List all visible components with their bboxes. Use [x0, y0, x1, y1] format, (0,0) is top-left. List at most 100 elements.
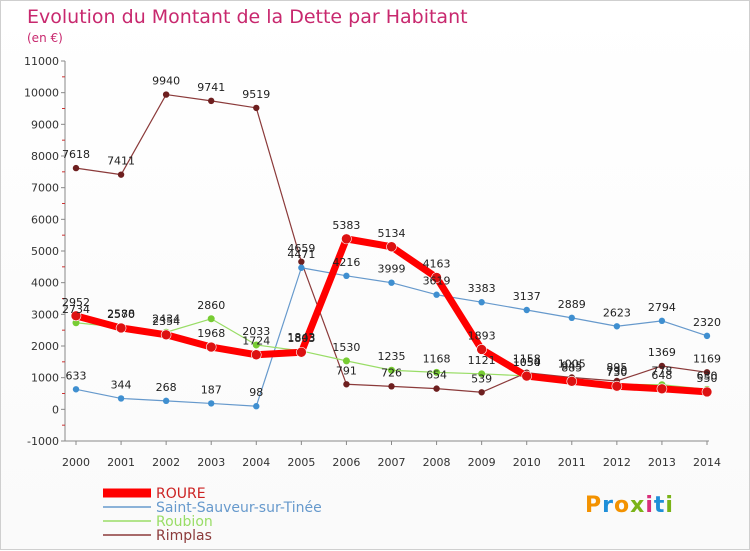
logo-letter: o: [613, 493, 631, 518]
data-label: 3137: [513, 290, 541, 303]
y-tick-label: 5000: [31, 245, 59, 258]
data-label: 2734: [62, 303, 90, 316]
data-label: 4216: [332, 256, 360, 269]
data-label: 1050: [513, 356, 541, 369]
x-tick-label: 2014: [693, 456, 721, 469]
y-tick-label: 0: [52, 403, 59, 416]
data-label: 945: [561, 359, 582, 372]
x-tick-label: 2004: [242, 456, 270, 469]
data-label: 1843: [287, 331, 315, 344]
data-point: [433, 385, 440, 392]
data-label: 98: [249, 386, 263, 399]
data-point: [566, 376, 578, 387]
proxiti-logo: Proxiti: [585, 493, 674, 518]
data-label: 2033: [242, 325, 270, 338]
y-tick-label: 9000: [31, 118, 59, 131]
data-label: 726: [381, 366, 402, 379]
x-tick-label: 2012: [603, 456, 631, 469]
y-tick-label: 2000: [31, 340, 59, 353]
data-label: 4471: [287, 248, 315, 261]
chart-title: Evolution du Montant de la Dette par Hab…: [27, 6, 468, 28]
x-tick-label: 2002: [152, 456, 180, 469]
data-label: 3999: [378, 263, 406, 276]
data-label: 1168: [423, 352, 451, 365]
logo-letter: i: [665, 493, 674, 518]
y-tick-label: 8000: [31, 150, 59, 163]
data-label: 187: [201, 383, 222, 396]
data-point: [568, 314, 575, 322]
data-point: [162, 91, 170, 98]
data-point: [117, 171, 125, 178]
data-point: [478, 370, 486, 378]
data-point: [478, 299, 485, 306]
data-point: [478, 389, 485, 396]
data-label: 2320: [693, 316, 721, 329]
data-point: [431, 272, 442, 283]
data-point: [343, 381, 350, 388]
data-point: [205, 341, 217, 353]
data-label: 2570: [107, 308, 135, 321]
data-label: 1158: [513, 353, 541, 366]
x-tick-label: 2013: [648, 456, 676, 469]
x-tick-label: 2010: [513, 456, 541, 469]
data-point: [341, 233, 352, 245]
data-label: 9519: [242, 88, 270, 101]
data-point: [252, 341, 260, 349]
data-label: 1968: [197, 327, 225, 340]
y-tick-label: 1000: [31, 372, 59, 385]
data-label: 4163: [423, 258, 451, 271]
data-label: 791: [336, 364, 357, 377]
data-point: [250, 349, 262, 361]
data-point: [658, 362, 666, 370]
data-point: [207, 315, 215, 323]
labels-series-2: 2734 2588 2434 2860 2033 1843 1530 1235 1168 1121…: [62, 299, 718, 383]
data-label: 654: [426, 369, 447, 382]
y-tick-label: 6000: [31, 213, 59, 226]
data-label: 344: [111, 378, 132, 391]
data-point: [253, 403, 260, 410]
data-label: 4659: [287, 242, 315, 255]
logo-letter: x: [630, 493, 646, 518]
data-point: [72, 319, 80, 327]
logo-letter: r: [602, 493, 614, 518]
data-point: [433, 368, 441, 376]
y-tick-label: 3000: [31, 308, 59, 321]
data-point: [253, 104, 260, 112]
data-point: [613, 323, 621, 330]
x-tick-label: 2003: [197, 456, 225, 469]
legend-label: Roubion: [156, 514, 213, 530]
x-tick-label: 2008: [423, 456, 451, 469]
data-point: [386, 241, 397, 253]
y-tick-label: -1000: [27, 435, 59, 448]
data-point: [656, 383, 668, 395]
chart-unit: (en €): [27, 31, 63, 45]
data-label: 539: [471, 372, 492, 385]
legend-label: Rimplas: [156, 528, 212, 544]
data-label: 7618: [62, 148, 90, 161]
legend-label: ROURE: [156, 486, 206, 502]
data-label: 2354: [152, 315, 180, 328]
data-point: [388, 366, 395, 374]
data-label: 7411: [107, 155, 135, 168]
data-label: 2588: [107, 307, 135, 320]
logo-letter: t: [653, 493, 666, 518]
labels-series-3: 7618 7411 9940 9741 9519 4659 791 726 654 539 1158…: [62, 75, 721, 386]
data-label: 2623: [603, 306, 631, 319]
y-tick-label: 10000: [24, 87, 59, 100]
legend-label: Saint-Sauveur-sur-Tinée: [156, 500, 322, 516]
data-point: [343, 272, 350, 280]
data-label: 1803: [287, 332, 315, 345]
data-point: [521, 370, 533, 382]
data-label: 2952: [62, 296, 90, 309]
data-label: 3383: [468, 282, 496, 295]
labels-series-1: 633 344 268 187 98 4471 4216 3999 3619 3383 3137 28…: [66, 248, 722, 399]
data-label: 790: [606, 364, 627, 377]
data-point: [703, 332, 711, 340]
data-point: [523, 306, 530, 314]
logo-letter: P: [585, 493, 603, 518]
data-point: [162, 397, 170, 405]
data-label: 630: [697, 369, 718, 382]
data-point: [70, 310, 82, 322]
data-label: 1005: [558, 358, 586, 371]
data-point: [476, 344, 487, 355]
